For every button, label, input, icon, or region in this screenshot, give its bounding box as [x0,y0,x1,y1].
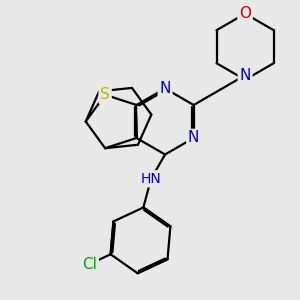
Text: N: N [159,81,171,96]
Text: Cl: Cl [82,256,97,272]
Text: HN: HN [141,172,161,186]
Text: N: N [239,68,251,83]
Text: O: O [239,6,251,21]
Text: S: S [100,87,110,102]
Text: N: N [188,130,199,146]
